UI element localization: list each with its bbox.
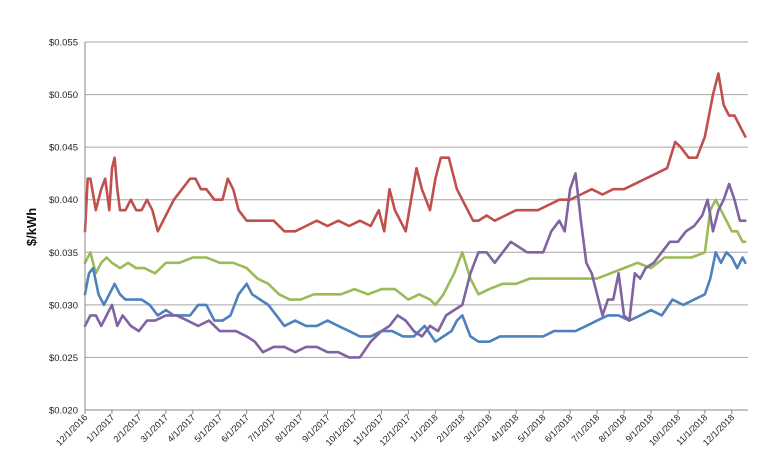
series-line-3 [83, 251, 747, 344]
gridlines [85, 41, 748, 411]
x-tick-label: 3/1/2017 [138, 412, 170, 444]
x-tick-label: 8/1/2017 [273, 412, 305, 444]
x-tick-label: 6/1/2017 [219, 412, 251, 444]
x-tick-label: 4/1/2018 [489, 412, 521, 444]
y-tick-label: $0.035 [49, 248, 78, 259]
x-tick-label: 7/1/2018 [570, 412, 602, 444]
x-tick-label: 3/1/2018 [462, 412, 494, 444]
y-tick-label: $0.030 [49, 300, 78, 311]
y-tick-label: $0.050 [49, 90, 78, 101]
x-tick-label: 12/1/2016 [54, 412, 89, 447]
series-line-4 [83, 172, 747, 359]
y-tick-label: $0.045 [49, 143, 78, 154]
series-line-1 [83, 72, 747, 233]
x-tick-label: 1/1/2018 [408, 412, 440, 444]
x-tick-label: 6/1/2018 [543, 412, 575, 444]
y-tick-label: $0.025 [49, 353, 78, 364]
y-axis-label: $/kWh [24, 208, 39, 246]
x-tick-label: 4/1/2017 [165, 412, 197, 444]
x-tick-label: 2/1/2018 [435, 412, 467, 444]
series-lines [83, 72, 747, 359]
x-tick-label: 2/1/2017 [111, 412, 143, 444]
y-tick-label: $0.040 [49, 195, 78, 206]
x-tick-label: 5/1/2018 [516, 412, 548, 444]
y-tick-label: $0.020 [49, 406, 78, 417]
y-tick-label: $0.055 [49, 38, 78, 49]
x-tick-label: 5/1/2017 [192, 412, 224, 444]
x-tick-label: 7/1/2017 [246, 412, 278, 444]
series-line-2 [83, 198, 747, 307]
x-tick-label: 1/1/2017 [85, 412, 117, 444]
y-axis-ticks: $0.020 $0.025 $0.030 $0.035 $0.040 $0.045 $0.0… [49, 38, 78, 417]
x-tick-label: 8/1/2018 [597, 412, 629, 444]
x-axis-ticks: 12/1/20161/1/20172/1/20173/1/20174/1/201… [54, 410, 736, 448]
